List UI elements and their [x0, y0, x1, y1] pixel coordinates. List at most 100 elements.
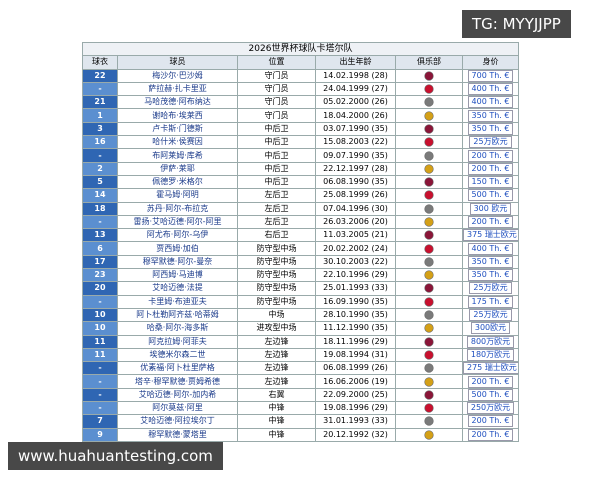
jersey-cell: 20	[82, 281, 118, 296]
club-logo	[424, 150, 434, 161]
club-cell	[395, 214, 463, 230]
position-cell: 中锋	[237, 414, 316, 429]
position-cell: 左边锋	[237, 374, 316, 389]
jersey-cell: 10	[82, 321, 118, 336]
position-cell: 中锋	[237, 401, 316, 416]
value-text: 200 Th. €	[467, 429, 514, 441]
player-cell: 埃德米尔森二世	[117, 347, 238, 363]
header-cell: 身价	[462, 55, 519, 70]
club-cell	[395, 241, 463, 256]
value-text: 150 Th. €	[467, 176, 514, 188]
player-cell: 塔辛·穆罕默德·贾姆希德	[117, 374, 238, 389]
jersey-cell: -	[82, 361, 118, 376]
jersey-cell: 7	[82, 414, 118, 429]
club-logo	[424, 84, 434, 94]
table-row: 13 阿尤布·阿尔-乌伊 右后卫 11.03.2005 (21) 375 瑞士欧元	[82, 228, 519, 243]
player-cell: 阿尔莫兹·阿里	[117, 401, 238, 416]
club-cell	[395, 95, 463, 110]
player-cell: 哈桑·阿尔-海多斯	[117, 321, 238, 336]
club-logo	[424, 71, 434, 81]
value-cell: 700 Th. €	[462, 68, 519, 83]
birth-cell: 16.06.2006 (19)	[315, 374, 396, 389]
value-text: 800万欧元	[466, 336, 515, 348]
position-cell: 中后卫	[237, 174, 316, 190]
club-logo	[424, 137, 434, 147]
value-text: 350 Th. €	[467, 256, 514, 268]
birth-cell: 11.03.2005 (21)	[315, 228, 396, 243]
table-row: 17 穆罕默德·阿尔-曼奈 防守型中场 30.10.2003 (22) 350 Th. …	[82, 254, 519, 270]
value-text: 275 瑞士欧元	[463, 362, 518, 374]
birth-cell: 05.02.2000 (26)	[315, 95, 396, 110]
birth-cell: 18.04.2000 (26)	[315, 108, 396, 123]
player-cell: 马哈茂德·阿布纳达	[117, 95, 238, 110]
jersey-cell: 5	[82, 174, 118, 190]
value-text: 200 Th. €	[467, 149, 514, 162]
table-row: 14 霍马姆·阿明 左后卫 25.08.1999 (26) 500 Th. €	[82, 188, 519, 203]
club-logo	[424, 177, 434, 187]
club-cell	[395, 188, 463, 203]
club-cell	[395, 174, 463, 190]
value-text: 200 Th. €	[467, 163, 514, 175]
value-text: 200 Th. €	[467, 216, 514, 228]
position-cell: 中后卫	[237, 135, 316, 150]
table-row: - 萨拉赫·扎卡里亚 守门员 24.04.1999 (27) 400 Th. €	[82, 81, 519, 97]
player-cell: 苏丹·阿尔-布拉克	[117, 201, 238, 216]
birth-cell: 11.12.1990 (35)	[315, 321, 396, 336]
jersey-cell: 2	[82, 161, 118, 176]
jersey-cell: 1	[82, 108, 118, 123]
player-cell: 穆罕默德·阿尔-曼奈	[117, 254, 238, 270]
header-cell: 出生年龄	[315, 55, 396, 70]
value-cell: 350 Th. €	[462, 108, 519, 123]
player-cell: 伊萨·莱耶	[117, 161, 238, 176]
birth-cell: 19.08.1996 (29)	[315, 401, 396, 416]
club-cell	[395, 281, 463, 296]
value-cell: 200 Th. €	[462, 427, 519, 442]
club-cell	[395, 427, 463, 442]
table-row: 9 穆罕默德·蒙塔里 中锋 20.12.1992 (32) 200 Th. €	[82, 427, 519, 442]
player-cell: 阿尤布·阿尔-乌伊	[117, 228, 238, 243]
birth-cell: 22.12.1997 (28)	[315, 161, 396, 176]
value-cell: 500 Th. €	[462, 188, 519, 203]
jersey-cell: -	[82, 401, 118, 416]
table-row: 23 阿西姆·马迪博 防守型中场 22.10.1996 (29) 350 Th. €	[82, 268, 519, 283]
club-logo	[424, 270, 434, 280]
jersey-cell: 14	[82, 188, 118, 203]
position-cell: 中场	[237, 307, 316, 323]
jersey-cell: 21	[82, 95, 118, 110]
jersey-cell: 9	[82, 427, 118, 442]
club-cell	[395, 294, 463, 309]
position-cell: 守门员	[237, 108, 316, 123]
club-logo	[424, 416, 434, 427]
position-cell: 防守型中场	[237, 241, 316, 256]
jersey-cell: -	[82, 374, 118, 389]
value-text: 350 Th. €	[467, 123, 514, 135]
value-cell: 175 Th. €	[462, 294, 519, 309]
club-cell	[395, 347, 463, 363]
club-logo	[424, 363, 434, 373]
value-text: 180万欧元	[466, 349, 515, 361]
club-cell	[395, 321, 463, 336]
position-cell: 进攻型中场	[237, 321, 316, 336]
birth-cell: 22.09.2000 (25)	[315, 387, 396, 403]
player-cell: 贾西姆·加伯	[117, 241, 238, 256]
table-row: 11 阿克拉姆·阿菲夫 左边锋 18.11.1996 (29) 800万欧元	[82, 334, 519, 349]
header-cell: 球员	[117, 55, 238, 70]
club-logo	[424, 403, 434, 413]
club-logo	[424, 283, 434, 294]
player-cell: 阿西姆·马迪博	[117, 268, 238, 283]
player-cell: 谢哈布·埃莱西	[117, 108, 238, 123]
player-cell: 阿卜杜勒阿齐兹·哈蒂姆	[117, 307, 238, 323]
jersey-cell: 10	[82, 307, 118, 323]
player-cell: 萨拉赫·扎卡里亚	[117, 81, 238, 97]
value-cell: 275 瑞士欧元	[462, 361, 519, 376]
player-cell: 优素福·阿卜杜里萨格	[117, 361, 238, 376]
value-cell: 200 Th. €	[462, 374, 519, 389]
table-row: 6 贾西姆·加伯 防守型中场 20.02.2002 (24) 400 Th. €	[82, 241, 519, 256]
value-text: 500 Th. €	[467, 389, 514, 401]
birth-cell: 22.10.1996 (29)	[315, 268, 396, 283]
player-cell: 艾哈迈德·阿拉埃尔丁	[117, 414, 238, 429]
club-logo	[424, 164, 434, 174]
player-cell: 佩德罗·米格尔	[117, 174, 238, 190]
jersey-cell: -	[82, 81, 118, 97]
